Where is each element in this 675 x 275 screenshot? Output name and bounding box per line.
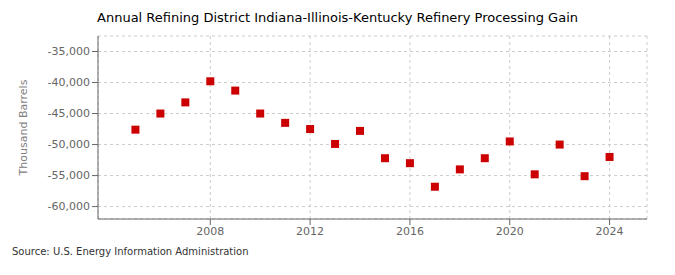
html-text:Source: U.S. Energy Informatio: Source: U.S. Energy Information Administ… (12, 246, 249, 257)
svg-text:-60,000: -60,000 (48, 200, 90, 213)
svg-text:2020: 2020 (496, 225, 524, 238)
svg-text:-55,000: -55,000 (48, 169, 90, 182)
svg-text:-45,000: -45,000 (48, 107, 90, 120)
svg-text:2024: 2024 (596, 225, 624, 238)
svg-text:-35,000: -35,000 (48, 45, 90, 58)
html-text:Annual Refining District India: Annual Refining District Indiana-Illinoi… (97, 10, 578, 25)
svg-text:-50,000: -50,000 (48, 138, 90, 151)
svg-text:2012: 2012 (296, 225, 324, 238)
svg-text:2016: 2016 (396, 225, 424, 238)
svg-text:Thousand Barrels: Thousand Barrels (17, 79, 30, 176)
svg-text:2008: 2008 (196, 225, 224, 238)
svg-text:-40,000: -40,000 (48, 76, 90, 89)
